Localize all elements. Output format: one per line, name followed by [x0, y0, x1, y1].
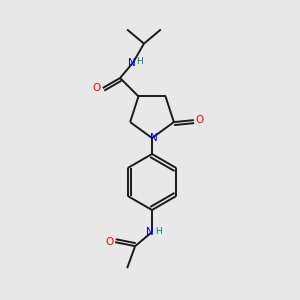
Text: H: H [136, 57, 143, 66]
Text: O: O [105, 237, 113, 247]
Text: H: H [156, 227, 162, 236]
Text: N: N [150, 133, 158, 143]
Text: O: O [93, 83, 101, 93]
Text: O: O [196, 115, 204, 125]
Text: N: N [146, 227, 154, 237]
Text: N: N [128, 58, 136, 68]
